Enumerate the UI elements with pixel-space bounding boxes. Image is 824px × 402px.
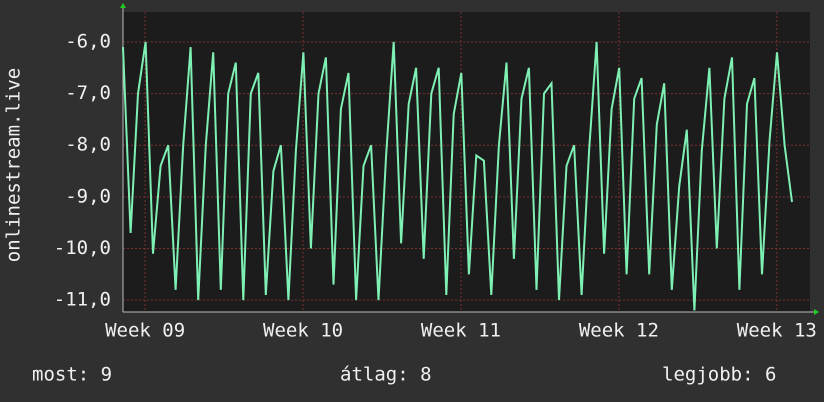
y-tick-label: -9,0 [65,185,111,207]
y-tick-label: -11,0 [54,289,111,311]
y-tick-label: -7,0 [65,82,111,104]
y-axis-label: onlinestream.live [3,68,25,262]
footer-best: legjobb: 6 [662,364,776,386]
y-tick-label: -10,0 [54,237,111,259]
y-tick-label: -8,0 [65,134,111,156]
x-tick-label: Week 13 [737,320,817,342]
x-tick-label: Week 10 [263,320,343,342]
y-tick-label: -6,0 [65,30,111,52]
footer-average: átlag: 8 [340,364,432,386]
plot-area [123,12,810,312]
x-tick-label: Week 11 [421,320,501,342]
axis-arrow [120,3,126,8]
axis-arrow [814,309,819,315]
data-line [122,41,793,311]
x-tick-label: Week 12 [579,320,659,342]
footer-current: most: 9 [32,364,112,386]
x-tick-label: Week 09 [105,320,185,342]
